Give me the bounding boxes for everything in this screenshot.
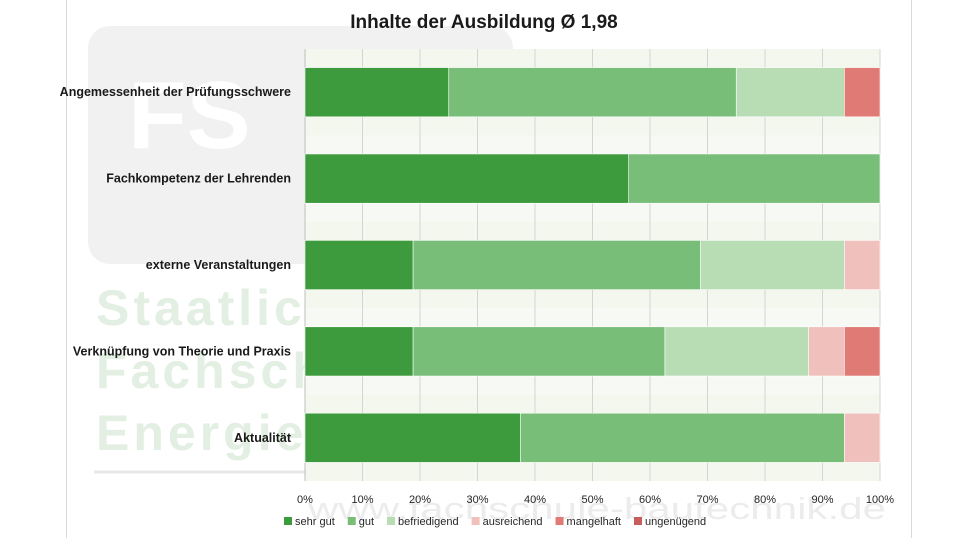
legend-label-1: sehr gut <box>295 516 335 528</box>
bar-4-mangelhaft <box>844 326 881 377</box>
bar-3-ausreichend <box>844 240 881 290</box>
bar-2-sehr-gut <box>304 153 630 204</box>
legend: sehr gut gut befriedigend ausreichend mangel… <box>284 516 706 528</box>
x-tick-label-7: 70% <box>696 494 718 506</box>
bar-1-gut <box>448 67 737 118</box>
legend-label-3: befriedigend <box>398 516 459 528</box>
legend-swatch-1 <box>284 517 292 525</box>
x-tick-label-6: 60% <box>639 494 661 506</box>
x-tick-label-4: 40% <box>524 494 546 506</box>
bar-5-ausreichend <box>844 412 881 463</box>
bar-2-gut <box>628 153 881 204</box>
bar-4-gut <box>412 326 666 377</box>
bar-1-befriedigend <box>735 67 845 118</box>
category-labels: Angemessenheit der Prüfungsschwere Fachko… <box>60 85 292 445</box>
category-label-4: Verknüpfung von Theorie und Praxis <box>73 344 291 358</box>
bar-4-sehr-gut <box>304 326 414 377</box>
category-label-1: Angemessenheit der Prüfungsschwere <box>60 85 291 99</box>
x-tick-label-5: 50% <box>581 494 603 506</box>
x-tick-label-8: 80% <box>754 494 776 506</box>
category-label-3: externe Veranstaltungen <box>146 258 291 272</box>
bars <box>304 67 881 463</box>
legend-swatch-2 <box>347 517 356 525</box>
x-tick-labels: 0% 10% 20% 30% 40% 50% 60% 70% 80% 90% 100% <box>297 494 894 506</box>
legend-label-5: mangelhaft <box>567 516 621 528</box>
bar-5-gut <box>520 412 845 463</box>
x-tick-label-1: 10% <box>351 494 373 506</box>
bar-5-sehr-gut <box>304 412 521 463</box>
bar-3-gut <box>412 240 701 290</box>
x-tick-label-9: 90% <box>811 494 833 506</box>
bar-4-ausreichend <box>808 326 845 377</box>
bar-4-befriedigend <box>664 326 810 377</box>
bar-3-befriedigend <box>700 240 845 290</box>
x-tick-label-3: 30% <box>466 494 488 506</box>
bar-1-sehr-gut <box>304 67 450 118</box>
legend-swatch-5 <box>555 517 564 525</box>
legend-swatch-3 <box>387 517 396 525</box>
legend-swatch-4 <box>471 517 480 525</box>
legend-label-6: ungenügend <box>645 516 706 528</box>
x-tick-label-0: 0% <box>297 494 313 506</box>
x-tick-label-10: 100% <box>866 494 894 506</box>
chart-title: Inhalte der Ausbildung Ø 1,98 <box>350 12 617 33</box>
bar-1-mangelhaft <box>844 67 881 118</box>
legend-label-4: ausreichend <box>483 516 543 528</box>
legend-swatch-6 <box>633 517 642 525</box>
legend-label-2: gut <box>359 516 374 528</box>
category-label-2: Fachkompetenz der Lehrenden <box>106 172 291 186</box>
category-label-5: Aktualität <box>234 431 292 445</box>
bar-3-sehr-gut <box>304 240 414 290</box>
x-tick-label-2: 20% <box>409 494 431 506</box>
